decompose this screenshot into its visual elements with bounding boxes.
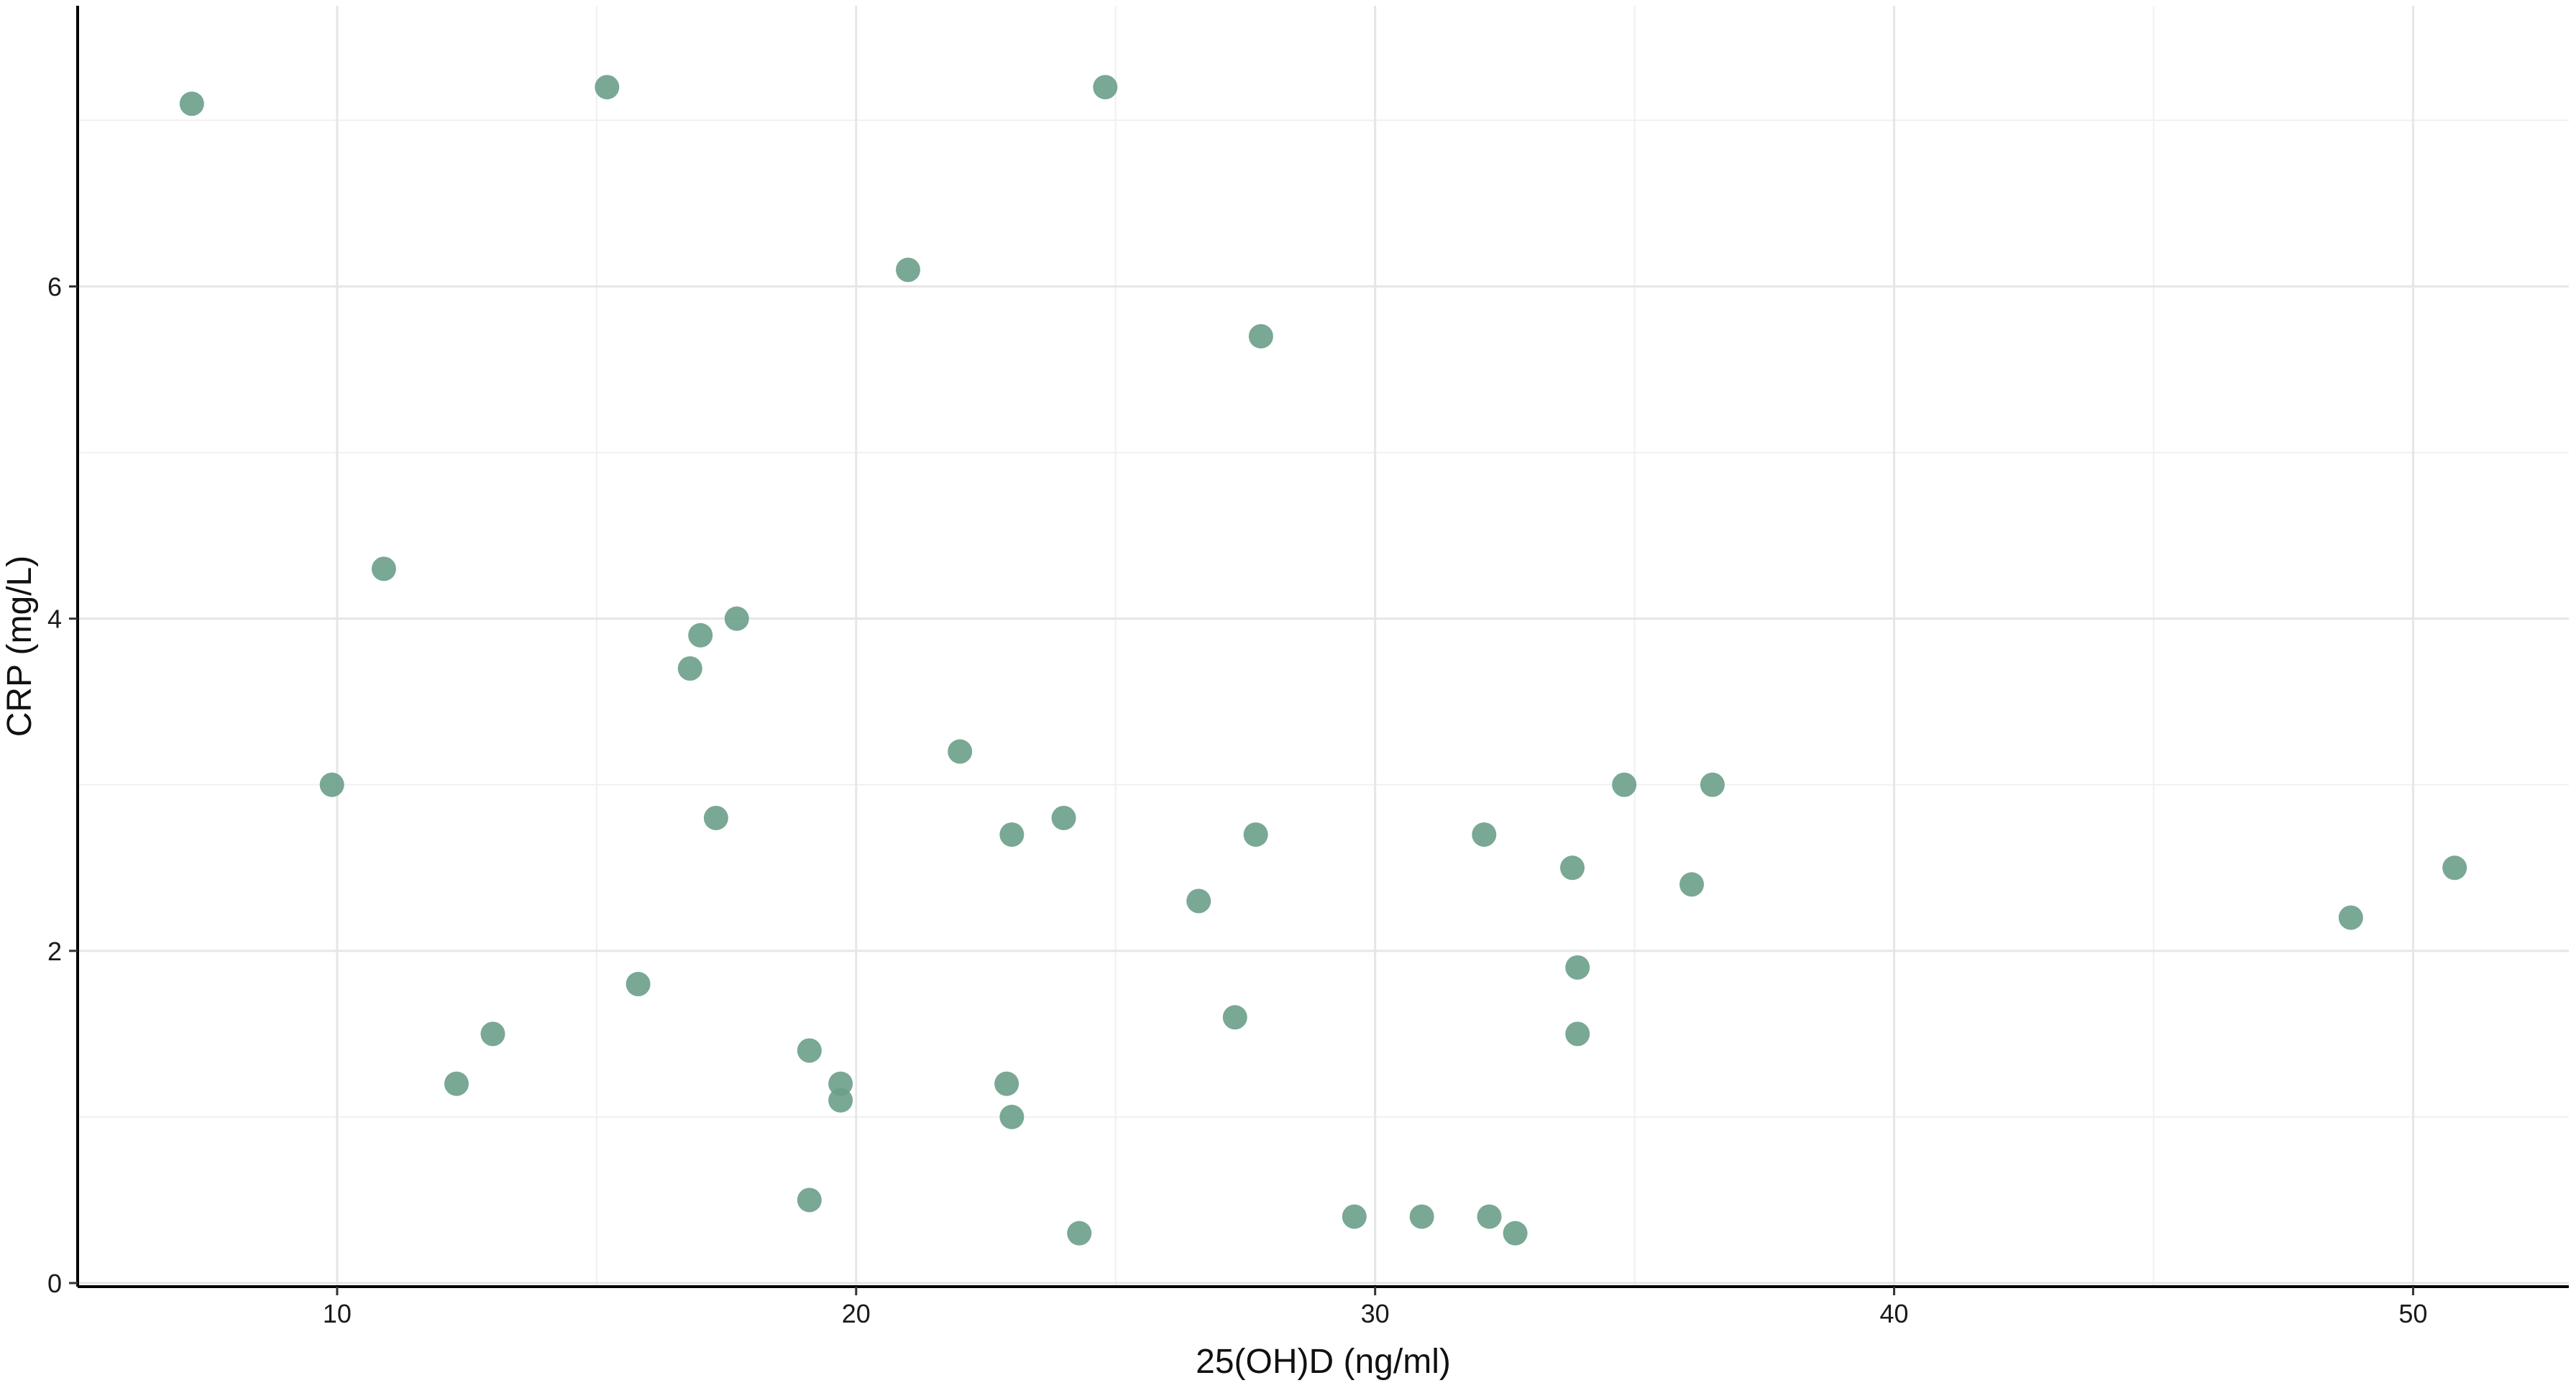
- data-point: [1565, 955, 1590, 980]
- data-point: [797, 1187, 822, 1213]
- data-point: [2338, 905, 2363, 930]
- data-point: [1700, 772, 1725, 797]
- data-point: [1472, 822, 1497, 847]
- data-point: [1342, 1204, 1367, 1229]
- data-point: [948, 739, 973, 764]
- data-point: [1565, 1021, 1590, 1047]
- data-point: [1248, 323, 1273, 349]
- y-axis-title: CRP (mg/L): [1, 556, 39, 737]
- data-point: [1560, 855, 1585, 881]
- data-point: [688, 622, 713, 648]
- y-tick-label: 6: [47, 272, 62, 302]
- data-point: [1051, 805, 1076, 830]
- x-axis-ticks: 10 20 30 40 50: [323, 1287, 2427, 1328]
- data-point: [371, 556, 396, 582]
- data-point: [625, 972, 651, 997]
- data-point: [1503, 1221, 1528, 1246]
- data-point: [1409, 1204, 1434, 1229]
- x-tick-label: 30: [1361, 1299, 1390, 1328]
- data-point: [703, 805, 728, 830]
- y-tick-label: 0: [47, 1269, 62, 1298]
- y-tick-label: 4: [47, 605, 62, 634]
- data-point: [319, 772, 344, 797]
- data-point: [1679, 872, 1705, 897]
- minor-gridlines: [78, 6, 2569, 1287]
- data-point: [999, 822, 1025, 847]
- data-point: [677, 656, 702, 681]
- x-axis-title: 25(OH)D (ng/ml): [1196, 1343, 1451, 1381]
- data-point: [1612, 772, 1637, 797]
- data-point: [994, 1071, 1019, 1096]
- data-point: [797, 1038, 822, 1063]
- data-point: [1477, 1204, 1502, 1229]
- x-tick-label: 40: [1880, 1299, 1909, 1328]
- data-point: [828, 1088, 853, 1113]
- data-point: [1243, 822, 1268, 847]
- data-point: [724, 606, 749, 631]
- data-point: [595, 75, 620, 100]
- data-point: [480, 1021, 505, 1047]
- data-points: [179, 75, 2467, 1246]
- y-tick-label: 2: [47, 937, 62, 966]
- data-point: [999, 1104, 1025, 1129]
- x-tick-label: 10: [323, 1299, 352, 1328]
- data-point: [444, 1071, 469, 1096]
- x-tick-label: 50: [2398, 1299, 2427, 1328]
- data-point: [1067, 1221, 1092, 1246]
- data-point: [179, 91, 204, 116]
- data-point: [2442, 855, 2467, 881]
- data-point: [896, 257, 920, 282]
- x-tick-label: 20: [842, 1299, 871, 1328]
- data-point: [1093, 75, 1118, 100]
- data-point: [1222, 1005, 1247, 1030]
- major-gridlines: [78, 6, 2569, 1287]
- data-point: [1186, 888, 1211, 914]
- y-axis-ticks: 0 2 4 6: [47, 272, 78, 1298]
